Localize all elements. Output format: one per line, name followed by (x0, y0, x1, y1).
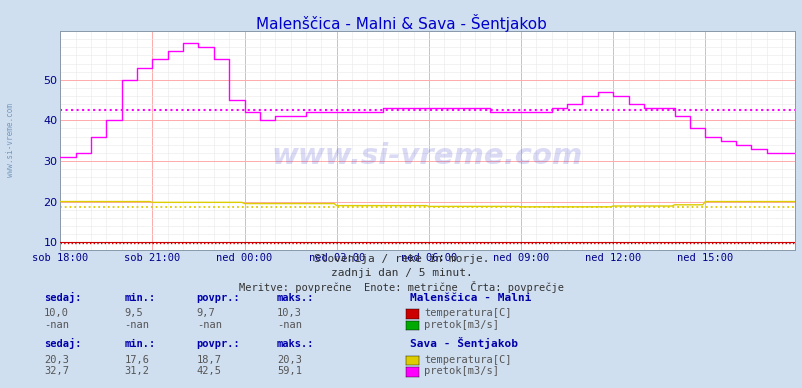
Text: -nan: -nan (277, 320, 302, 330)
Text: 10,0: 10,0 (44, 308, 69, 318)
Text: 17,6: 17,6 (124, 355, 149, 365)
Text: 32,7: 32,7 (44, 366, 69, 376)
Text: pretok[m3/s]: pretok[m3/s] (423, 320, 498, 330)
Text: 18,7: 18,7 (196, 355, 221, 365)
Text: 31,2: 31,2 (124, 366, 149, 376)
Text: www.si-vreme.com: www.si-vreme.com (272, 142, 582, 170)
Text: -nan: -nan (196, 320, 221, 330)
Text: povpr.:: povpr.: (196, 339, 240, 349)
Text: min.:: min.: (124, 293, 156, 303)
Text: 20,3: 20,3 (44, 355, 69, 365)
Text: Sava - Šentjakob: Sava - Šentjakob (409, 337, 516, 349)
Text: Malenščica - Malni & Sava - Šentjakob: Malenščica - Malni & Sava - Šentjakob (256, 14, 546, 31)
Text: Meritve: povprečne  Enote: metrične  Črta: povprečje: Meritve: povprečne Enote: metrične Črta:… (239, 281, 563, 293)
Text: 20,3: 20,3 (277, 355, 302, 365)
Text: Malenščica - Malni: Malenščica - Malni (409, 293, 530, 303)
Text: 59,1: 59,1 (277, 366, 302, 376)
Text: 9,7: 9,7 (196, 308, 215, 318)
Text: maks.:: maks.: (277, 339, 314, 349)
Text: temperatura[C]: temperatura[C] (423, 308, 511, 318)
Text: sedaj:: sedaj: (44, 338, 82, 349)
Text: Slovenija / reke in morje.: Slovenija / reke in morje. (314, 254, 488, 264)
Text: -nan: -nan (44, 320, 69, 330)
Text: pretok[m3/s]: pretok[m3/s] (423, 366, 498, 376)
Text: sedaj:: sedaj: (44, 292, 82, 303)
Text: www.si-vreme.com: www.si-vreme.com (6, 103, 15, 177)
Text: -nan: -nan (124, 320, 149, 330)
Text: min.:: min.: (124, 339, 156, 349)
Text: 10,3: 10,3 (277, 308, 302, 318)
Text: maks.:: maks.: (277, 293, 314, 303)
Text: povpr.:: povpr.: (196, 293, 240, 303)
Text: temperatura[C]: temperatura[C] (423, 355, 511, 365)
Text: 9,5: 9,5 (124, 308, 143, 318)
Text: 42,5: 42,5 (196, 366, 221, 376)
Text: zadnji dan / 5 minut.: zadnji dan / 5 minut. (330, 268, 472, 278)
